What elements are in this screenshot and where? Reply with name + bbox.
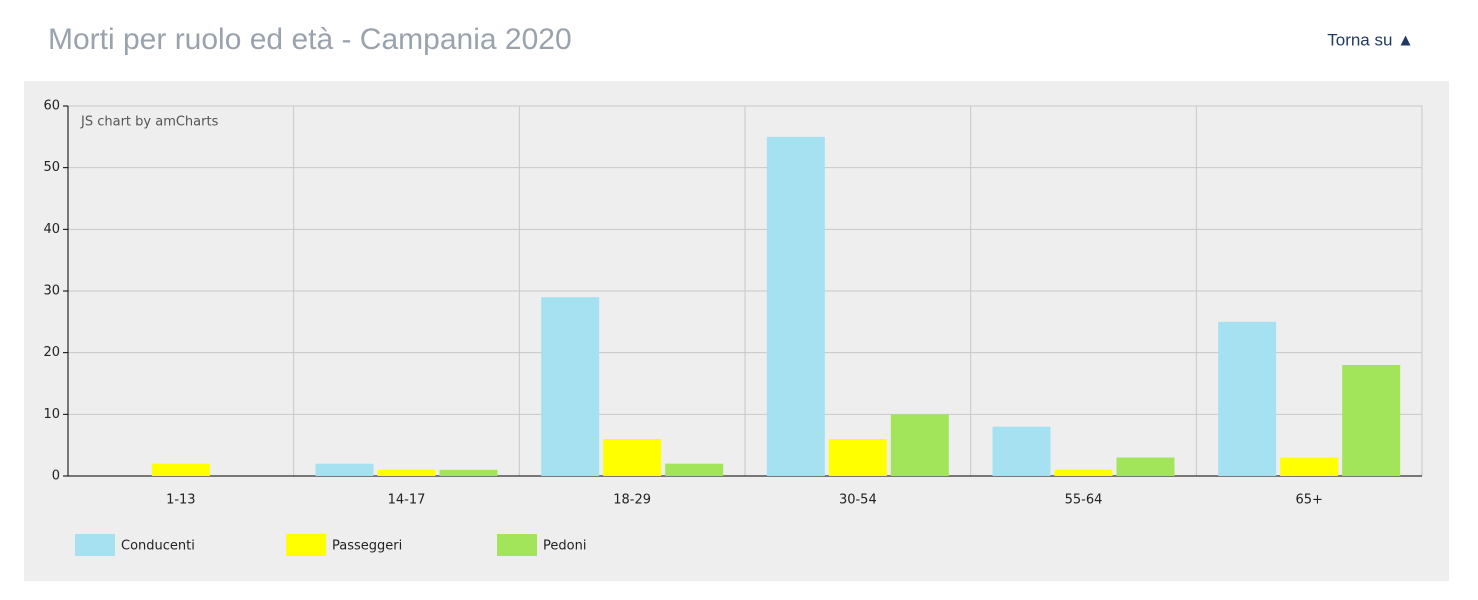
legend-swatch xyxy=(75,534,115,556)
x-tick-label: 55-64 xyxy=(1065,493,1103,508)
chart-credit: JS chart by amCharts xyxy=(80,115,219,130)
y-tick-label: 0 xyxy=(52,469,60,484)
legend-label: Pedoni xyxy=(543,539,586,554)
chart-panel xyxy=(24,81,1449,581)
bar xyxy=(1280,457,1339,476)
y-tick-label: 60 xyxy=(43,99,60,114)
bar xyxy=(603,439,662,476)
bar xyxy=(151,463,210,476)
bar xyxy=(1054,469,1113,476)
y-tick-label: 10 xyxy=(43,407,60,422)
bar xyxy=(1342,365,1401,476)
bar xyxy=(766,136,825,477)
y-tick-label: 20 xyxy=(43,345,60,360)
x-tick-label: 18-29 xyxy=(613,493,651,508)
page-title: Morti per ruolo ed età - Campania 2020 xyxy=(48,23,572,56)
bar xyxy=(315,463,374,476)
y-tick-label: 50 xyxy=(43,160,60,175)
bar xyxy=(1218,321,1277,476)
legend-swatch xyxy=(497,534,537,556)
bar xyxy=(377,469,436,476)
bar xyxy=(541,297,600,476)
legend-label: Passeggeri xyxy=(332,539,402,554)
bar xyxy=(1116,457,1175,476)
legend-swatch xyxy=(286,534,326,556)
x-tick-label: 1-13 xyxy=(166,493,196,508)
back-to-top-link[interactable]: Torna su ▲ xyxy=(1327,30,1414,49)
y-tick-label: 40 xyxy=(43,222,60,237)
bar xyxy=(890,414,949,476)
x-tick-label: 14-17 xyxy=(388,493,426,508)
bar xyxy=(665,463,724,476)
legend-label: Conducenti xyxy=(121,539,195,554)
bar xyxy=(992,426,1051,476)
y-tick-label: 30 xyxy=(43,284,60,299)
x-tick-label: 30-54 xyxy=(839,493,877,508)
bar xyxy=(828,439,887,476)
x-tick-label: 65+ xyxy=(1295,493,1322,508)
bar xyxy=(439,469,498,476)
